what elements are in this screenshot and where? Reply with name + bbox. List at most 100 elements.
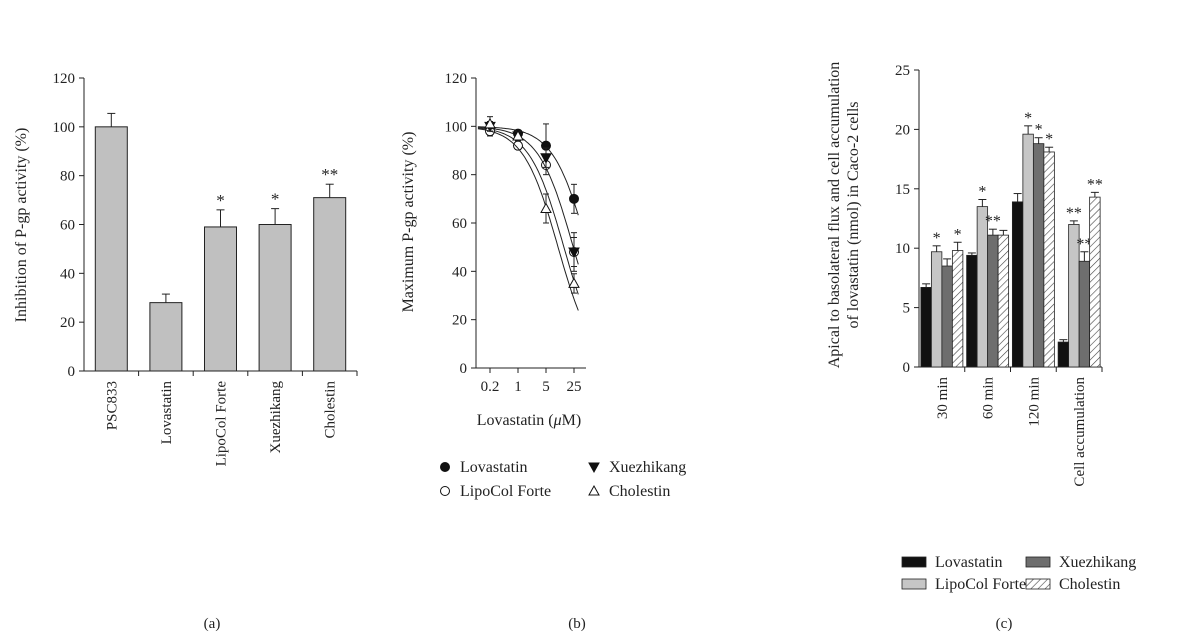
legend-marker (440, 486, 450, 496)
legend-label: Lovastatin (460, 459, 528, 476)
x-label-prefix: Lovastatin ( (477, 412, 554, 429)
panel-b-x-axis-label: Lovastatin (μM) (477, 412, 581, 429)
significance-mark: * (954, 226, 962, 243)
legend-label: Cholestin (609, 483, 670, 500)
y-tick-label: 20 (452, 313, 467, 329)
bar (976, 206, 989, 368)
legend-label: LipoCol Forte (460, 483, 551, 500)
y-tick-label: 100 (445, 119, 468, 135)
panel-a-caption: (a) (204, 616, 221, 632)
y-tick-label: 0 (460, 361, 468, 377)
legend-label: Cholestin (1059, 576, 1120, 593)
legend-marker (588, 484, 600, 496)
y-tick-label: 40 (452, 264, 467, 280)
fit-curve-xuezhikang (477, 126, 579, 265)
significance-mark: * (1045, 131, 1053, 148)
panel-b-caption: (b) (568, 616, 586, 632)
y-tick-label: 100 (53, 120, 76, 136)
legend-marker (440, 462, 450, 472)
y-tick-label: 120 (53, 71, 76, 87)
bar (941, 265, 953, 368)
fit-curve-cholestin (477, 128, 579, 311)
bar (1043, 151, 1055, 368)
x-tick-label: Lovastatin (159, 381, 175, 445)
bar (920, 287, 932, 368)
x-tick-label: Xuezhikang (268, 381, 284, 454)
x-label-mu: μ (553, 412, 562, 429)
bar (149, 302, 183, 372)
x-tick-label: LipoCol Forte (214, 381, 230, 467)
x-tick-label: 60 min (981, 377, 997, 420)
bar (930, 251, 943, 368)
y-label-line-1: Apical to basolateral flux and cell accu… (826, 62, 843, 369)
y-tick-label: 80 (452, 168, 467, 184)
data-point (568, 247, 580, 259)
bar (204, 226, 237, 372)
significance-mark: * (271, 190, 280, 209)
legend-label: Xuezhikang (609, 459, 686, 476)
significance-mark: * (216, 191, 225, 210)
legend-swatch (901, 556, 927, 568)
x-tick-label: 25 (567, 379, 582, 395)
y-tick-label: 10 (895, 241, 910, 257)
y-tick-label: 0 (903, 360, 911, 376)
significance-mark: ** (1076, 236, 1092, 253)
x-tick-label: 1 (514, 379, 522, 395)
legend-label: Lovastatin (935, 554, 1003, 571)
y-tick-label: 80 (60, 169, 75, 185)
data-point (540, 153, 552, 164)
y-tick-label: 20 (895, 122, 910, 138)
y-tick-label: 25 (895, 63, 910, 79)
panel-b-dose-response-chart: Maximum P-gp activity (%) Lovastatin (μM… (400, 71, 686, 632)
bar (313, 197, 347, 372)
legend-label: Xuezhikang (1059, 554, 1136, 571)
data-point (569, 193, 579, 204)
panel-c-y-axis-label: Apical to basolateral flux and cell accu… (826, 62, 862, 369)
panel-b-y-axis-label: Maximum P-gp activity (%) (400, 132, 417, 313)
bar (94, 126, 128, 372)
x-tick-label: Cell accumulation (1072, 377, 1088, 487)
y-tick-label: 20 (60, 315, 75, 331)
bar (987, 234, 999, 368)
bar (1078, 260, 1091, 368)
bar (1089, 196, 1101, 368)
x-tick-label: 0.2 (481, 379, 500, 395)
x-tick-label: Cholestin (323, 381, 339, 439)
significance-mark: ** (985, 213, 1001, 230)
fit-curve-lipocol-forte (477, 127, 579, 295)
x-tick-label: 120 min (1026, 377, 1042, 427)
x-tick-label: 5 (542, 379, 550, 395)
data-point (484, 117, 496, 129)
bar (1022, 133, 1034, 368)
significance-mark: * (978, 183, 986, 200)
bar (1057, 341, 1070, 368)
bar (997, 234, 1010, 368)
significance-mark: * (1024, 110, 1032, 127)
y-tick-label: 120 (445, 71, 468, 87)
significance-mark: * (933, 230, 941, 247)
bar (966, 254, 978, 368)
legend-label: LipoCol Forte (935, 576, 1026, 593)
bar (951, 250, 964, 368)
x-tick-label: 30 min (935, 377, 951, 420)
y-tick-label: 0 (68, 364, 76, 380)
data-point (512, 129, 524, 141)
legend-swatch (901, 578, 927, 590)
fit-curve-lovastatin (477, 126, 579, 216)
legend-swatch (1025, 578, 1051, 590)
panel-a-bar-chart: Inhibition of P-gp activity (%) 0 20 40 60 8… (13, 71, 358, 632)
y-tick-label: 60 (60, 218, 75, 234)
significance-mark: ** (1087, 176, 1103, 193)
y-tick-label: 5 (903, 301, 911, 317)
legend-swatch (1025, 556, 1051, 568)
y-tick-label: 15 (895, 182, 910, 198)
bar (1032, 143, 1045, 368)
data-point (540, 202, 552, 213)
x-label-suffix: M) (562, 412, 582, 429)
panel-c-grouped-bar-chart: Apical to basolateral flux and cell accu… (826, 62, 1136, 632)
bar (258, 224, 292, 372)
significance-mark: ** (321, 165, 338, 184)
panel-c-caption: (c) (996, 616, 1013, 632)
y-tick-label: 60 (452, 216, 467, 232)
